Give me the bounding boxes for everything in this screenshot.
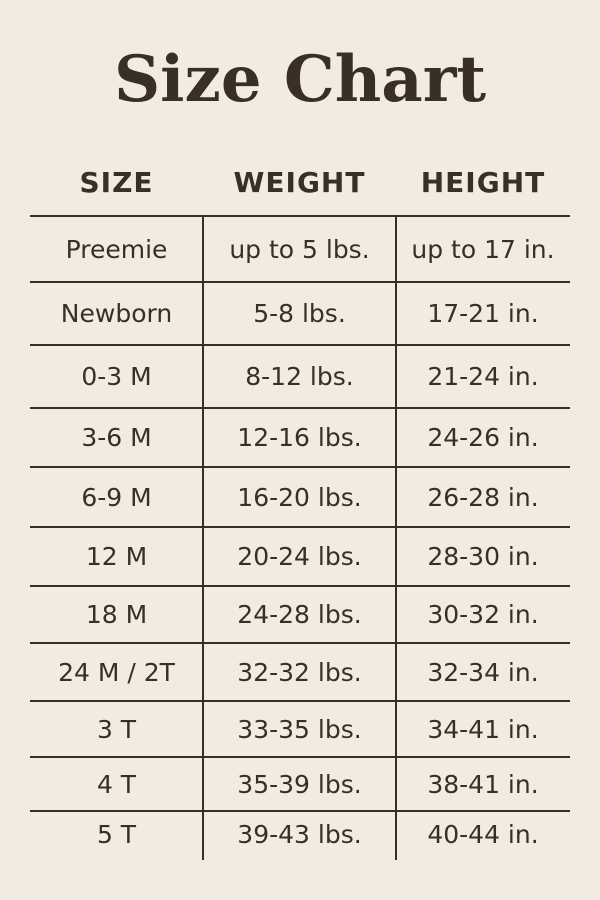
row-divider <box>30 526 570 528</box>
height-cell: 26-28 in. <box>427 482 539 512</box>
size-cell: 5 T <box>96 820 137 849</box>
height-cell: 30-32 in. <box>427 600 539 629</box>
row-divider <box>30 810 570 812</box>
size-cell: 0-3 M <box>81 362 152 391</box>
height-cell: 17-21 in. <box>427 299 539 328</box>
row-divider <box>30 215 570 217</box>
column-divider <box>202 216 204 860</box>
size-cell: 12 M <box>85 542 148 571</box>
weight-cell: 16-20 lbs. <box>237 482 362 512</box>
row-divider <box>30 344 570 346</box>
height-cell: up to 17 in. <box>411 234 555 264</box>
weight-cell: 33-35 lbs. <box>237 714 362 744</box>
column-divider <box>395 216 397 860</box>
height-cell: 40-44 in. <box>427 820 539 849</box>
size-cell: 3 T <box>96 714 137 744</box>
size-cell: 18 M <box>85 600 148 629</box>
header-weight: WEIGHT <box>233 166 366 199</box>
weight-cell: 12-16 lbs. <box>237 423 362 452</box>
size-cell: Newborn <box>60 299 173 328</box>
row-divider <box>30 281 570 283</box>
page-title: Size Chart <box>113 42 487 117</box>
row-divider <box>30 466 570 468</box>
height-cell: 28-30 in. <box>427 542 539 571</box>
weight-cell: up to 5 lbs. <box>229 234 370 264</box>
size-cell: Preemie <box>65 234 168 264</box>
weight-cell: 32-32 lbs. <box>237 657 362 687</box>
height-cell: 21-24 in. <box>427 362 539 391</box>
row-divider <box>30 407 570 409</box>
header-size: SIZE <box>79 166 154 199</box>
row-divider <box>30 585 570 587</box>
weight-cell: 24-28 lbs. <box>237 600 362 629</box>
row-divider <box>30 642 570 644</box>
header-height: HEIGHT <box>420 166 546 199</box>
row-divider <box>30 756 570 758</box>
weight-cell: 35-39 lbs. <box>237 769 362 799</box>
weight-cell: 5-8 lbs. <box>253 299 346 328</box>
height-cell: 24-26 in. <box>427 423 539 452</box>
size-cell: 6-9 M <box>81 482 152 512</box>
weight-cell: 20-24 lbs. <box>237 542 362 571</box>
row-divider <box>30 700 570 702</box>
height-cell: 34-41 in. <box>427 714 539 744</box>
weight-cell: 39-43 lbs. <box>237 820 362 849</box>
height-cell: 38-41 in. <box>427 769 539 799</box>
size-cell: 3-6 M <box>81 423 152 452</box>
size-cell: 4 T <box>96 769 137 799</box>
height-cell: 32-34 in. <box>427 657 539 687</box>
weight-cell: 8-12 lbs. <box>245 362 354 391</box>
size-cell: 24 M / 2T <box>58 657 175 687</box>
